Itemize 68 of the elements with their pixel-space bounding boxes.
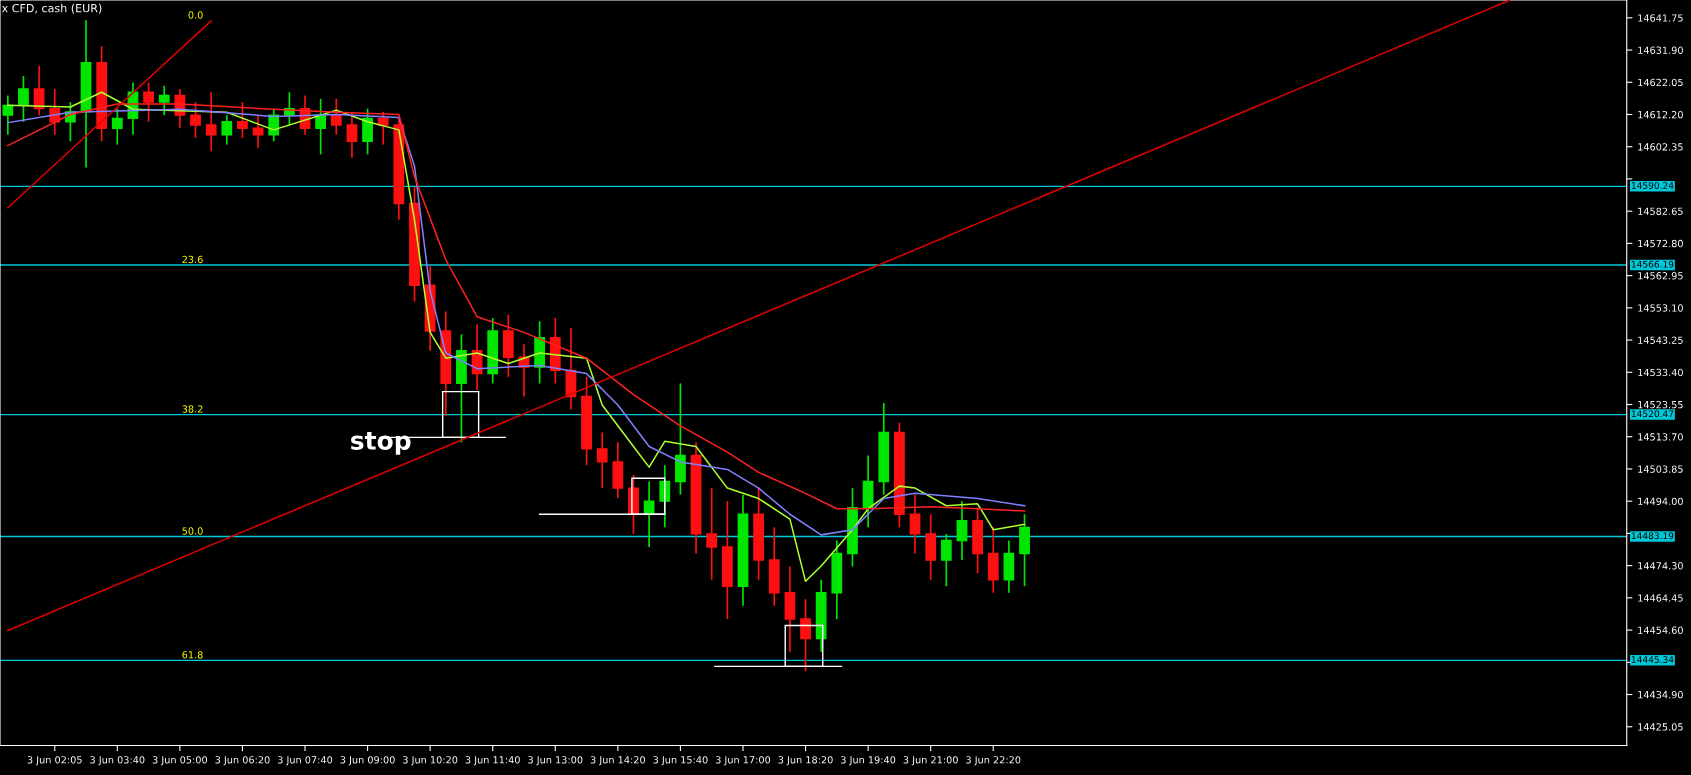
x-tick-label: 3 Jun 18:20 [778, 756, 833, 766]
ref-line-label: 14566.19 [1631, 260, 1674, 268]
x-tick-label: 3 Jun 10:20 [403, 756, 458, 766]
ref-line-label: 14590.24 [1631, 182, 1674, 189]
y-tick-label: 14494.00 [1638, 497, 1683, 506]
x-tick-label: 3 Jun 22:20 [966, 756, 1021, 766]
x-tick-label: 3 Jun 15:40 [653, 756, 708, 766]
x-tick-label: 3 Jun 06:20 [215, 756, 270, 766]
candlestick [800, 598, 811, 673]
y-tick-label: 14425.05 [1638, 723, 1683, 731]
y-tick-label: 14572.80 [1638, 239, 1683, 248]
y-tick-label: 14622.05 [1638, 78, 1683, 87]
y-tick-label: 14533.40 [1638, 368, 1683, 377]
candlestick [205, 91, 217, 152]
annotation: 61.8 [182, 651, 203, 659]
x-tick-label: 3 Jun 03:40 [90, 756, 145, 766]
annotation: 50.0 [182, 527, 203, 535]
candlestick [111, 107, 123, 146]
candlestick [2, 94, 14, 136]
candlestick [596, 431, 608, 489]
y-tick-label: 14553.10 [1638, 304, 1683, 312]
candlestick [377, 111, 389, 146]
y-tick-label: 14641.75 [1638, 14, 1683, 22]
candlestick [315, 97, 327, 156]
annotation: 0.0 [188, 11, 203, 19]
y-tick-label: 14454.60 [1638, 626, 1683, 634]
y-tick-label: 14513.70 [1638, 433, 1683, 441]
x-tick-label: 3 Jun 02:05 [27, 756, 82, 766]
candlestick [221, 114, 233, 146]
candlestick [143, 81, 154, 123]
y-tick-label: 14612.20 [1638, 110, 1683, 119]
ref-line-label: 14483.19 [1631, 532, 1674, 540]
ref-line-label: 14520.47 [1631, 410, 1674, 418]
annotation: 38.2 [182, 405, 203, 413]
y-tick-label: 14631.90 [1638, 46, 1683, 54]
x-tick-label: 3 Jun 19:40 [841, 756, 896, 766]
y-tick-label: 14602.35 [1638, 143, 1683, 151]
y-tick-label: 14434.90 [1638, 690, 1683, 699]
ref-line-label: 14445.34 [1631, 656, 1674, 663]
y-tick-label: 14543.25 [1638, 336, 1683, 344]
x-tick-label: 3 Jun 05:00 [152, 756, 208, 766]
candlestick [330, 97, 342, 136]
x-tick-label: 3 Jun 21:00 [903, 756, 958, 766]
annotation: 23.6 [182, 255, 203, 264]
y-tick-label: 14523.55 [1638, 400, 1683, 409]
chart-title: x CFD, cash (EUR) [1, 3, 102, 14]
x-tick-label: 3 Jun 11:40 [465, 756, 520, 766]
candlestick [158, 84, 170, 116]
candlestick [909, 493, 921, 555]
y-tick-label: 14464.45 [1638, 594, 1683, 602]
annotation: stop [351, 432, 411, 455]
y-tick-label: 14503.85 [1638, 465, 1683, 473]
x-tick-label: 3 Jun 13:00 [528, 756, 583, 766]
candlestick [706, 487, 718, 581]
candlestick [18, 75, 29, 123]
candlestick [643, 480, 655, 548]
y-tick-label: 14562.95 [1638, 272, 1683, 280]
candlestick [956, 500, 968, 561]
y-tick-label: 14582.65 [1638, 207, 1683, 215]
candlestick [190, 101, 201, 139]
candlestick [940, 533, 952, 588]
x-tick-label: 3 Jun 07:40 [277, 756, 333, 766]
x-tick-label: 3 Jun 09:00 [340, 756, 395, 766]
x-tick-label: 3 Jun 17:00 [715, 756, 771, 766]
candlestick [237, 101, 248, 139]
x-tick-label: 3 Jun 14:20 [590, 756, 645, 766]
y-tick-label: 14474.30 [1638, 562, 1683, 570]
candlestick [362, 107, 373, 156]
